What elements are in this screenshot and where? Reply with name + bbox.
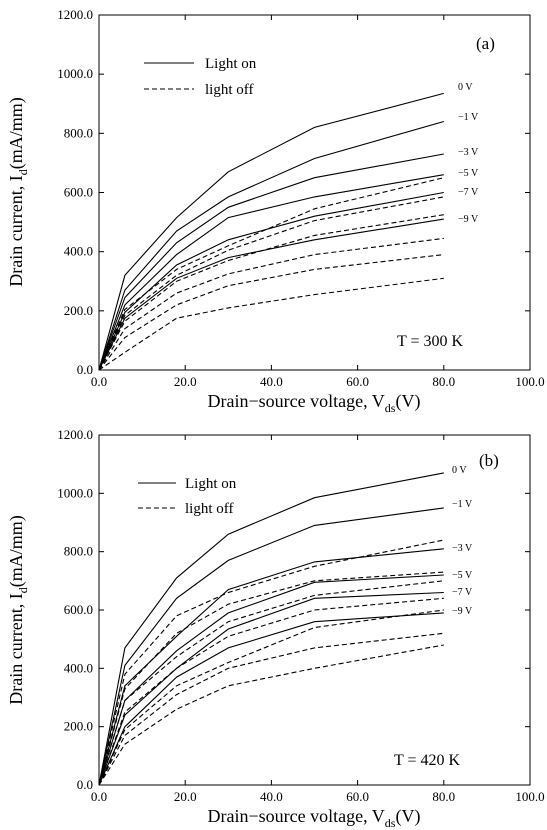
y-tick-label: 0.0 (77, 777, 93, 792)
y-tick-label: 200.0 (64, 719, 93, 734)
series-line-light-on (98, 92, 444, 371)
y-tick-label: 1200.0 (57, 427, 93, 442)
y-axis-title-sub: d (16, 587, 30, 593)
curve-label: −7 V (452, 587, 473, 598)
y-tick-label: 600.0 (64, 602, 93, 617)
y-tick-label: 1000.0 (57, 66, 93, 81)
curve-label: −9 V (452, 606, 473, 617)
series-line-light-on (98, 472, 444, 786)
series-line-light-off (98, 277, 444, 371)
x-tick-label: 100.0 (515, 789, 544, 804)
y-axis-title: Drain current, Id(mA/mm) (6, 97, 30, 286)
curve-label: −9 V (458, 214, 479, 225)
x-axis-title: Drain−source voltage, Vds(V) (208, 391, 421, 415)
x-axis-title: Drain−source voltage, Vds(V) (208, 806, 421, 830)
y-tick-label: 1200.0 (57, 7, 93, 22)
y-axis-title-sub: d (16, 169, 30, 175)
series-line-light-off (98, 580, 444, 786)
series-line-light-off (98, 632, 444, 786)
curve-label: −5 V (458, 168, 479, 179)
y-tick-label: 800.0 (64, 544, 93, 559)
series-line-light-off (98, 254, 444, 371)
y-tick-label: 200.0 (64, 303, 93, 318)
chart-panel: 0.0 20.0 40.0 60.0 80.0 100.0 0.0 200.0 400.0 600… (6, 7, 545, 415)
x-tick-label: 40.0 (260, 789, 283, 804)
series-line-light-on (98, 218, 444, 371)
legend-label: Light on (205, 56, 257, 72)
legend-label: light off (185, 501, 233, 517)
curve-label: −3 V (452, 543, 473, 554)
curve-label: 0 V (452, 465, 467, 476)
curve-label: −5 V (452, 570, 473, 581)
y-tick-label: 1000.0 (57, 485, 93, 500)
curve-label: −3 V (458, 147, 479, 158)
series-line-light-off (98, 237, 444, 371)
series-line-light-off (98, 177, 444, 371)
series-line-light-off (98, 571, 444, 786)
series-line-light-on (98, 574, 444, 786)
panel-label: (b) (479, 451, 499, 470)
x-tick-label: 20.0 (174, 789, 197, 804)
series-line-light-on (98, 191, 444, 371)
legend-label: Light on (185, 476, 237, 492)
y-axis-title-unit: (mA/mm) (6, 97, 27, 169)
series-line-light-off (98, 644, 444, 786)
y-tick-label: 400.0 (64, 244, 93, 259)
legend-label: light off (205, 82, 253, 98)
y-tick-label: 600.0 (64, 185, 93, 200)
y-axis-title-main: Drain current, I (6, 593, 26, 704)
x-axis-title-sub: ds (385, 816, 396, 830)
x-tick-label: 20.0 (174, 374, 197, 389)
x-tick-label: 0.0 (91, 789, 107, 804)
series-line-light-on (98, 120, 444, 371)
x-tick-label: 60.0 (346, 374, 369, 389)
series-line-light-off (98, 214, 444, 371)
x-axis-title-unit: (V) (395, 391, 420, 412)
curve-label: −1 V (458, 112, 479, 123)
series-line-light-on (98, 548, 444, 786)
series-line-light-off (98, 196, 444, 371)
series-line-light-off (98, 539, 444, 786)
series-line-light-on (98, 153, 444, 371)
x-tick-label: 60.0 (346, 789, 369, 804)
x-axis-title-sub: ds (385, 401, 396, 415)
x-axis-title-main: Drain−source voltage, V (208, 391, 385, 411)
temperature-annotation: T = 300 K (397, 333, 464, 350)
x-axis-title-unit: (V) (395, 806, 420, 827)
series-line-light-off (98, 597, 444, 786)
series-line-light-on (98, 507, 444, 786)
panel-label: (a) (476, 34, 495, 53)
legend: Light on light off (144, 56, 257, 98)
x-tick-label: 40.0 (260, 374, 283, 389)
y-tick-label: 800.0 (64, 125, 93, 140)
x-tick-label: 0.0 (91, 374, 107, 389)
curve-label: 0 V (458, 82, 473, 93)
x-tick-label: 80.0 (432, 374, 455, 389)
series-line-light-off (98, 609, 444, 786)
x-tick-label: 100.0 (515, 374, 544, 389)
temperature-annotation: T = 420 K (394, 752, 461, 769)
x-tick-label: 80.0 (432, 789, 455, 804)
legend: Light on light off (138, 476, 237, 517)
y-tick-label: 400.0 (64, 660, 93, 675)
series-line-light-on (98, 591, 444, 786)
chart-panel: 0.0 20.0 40.0 60.0 80.0 100.0 0.0 200.0 400.0 600… (6, 427, 545, 830)
curve-label: −1 V (452, 499, 473, 510)
y-tick-label: 0.0 (77, 362, 93, 377)
curve-label: −7 V (458, 187, 479, 198)
y-axis-title-unit: (mA/mm) (6, 515, 27, 587)
series-line-light-on (98, 174, 444, 371)
y-axis-title-main: Drain current, I (6, 175, 26, 286)
series-line-light-on (98, 612, 444, 786)
y-axis-title: Drain current, Id(mA/mm) (6, 515, 30, 704)
x-axis-title-main: Drain−source voltage, V (208, 806, 385, 826)
